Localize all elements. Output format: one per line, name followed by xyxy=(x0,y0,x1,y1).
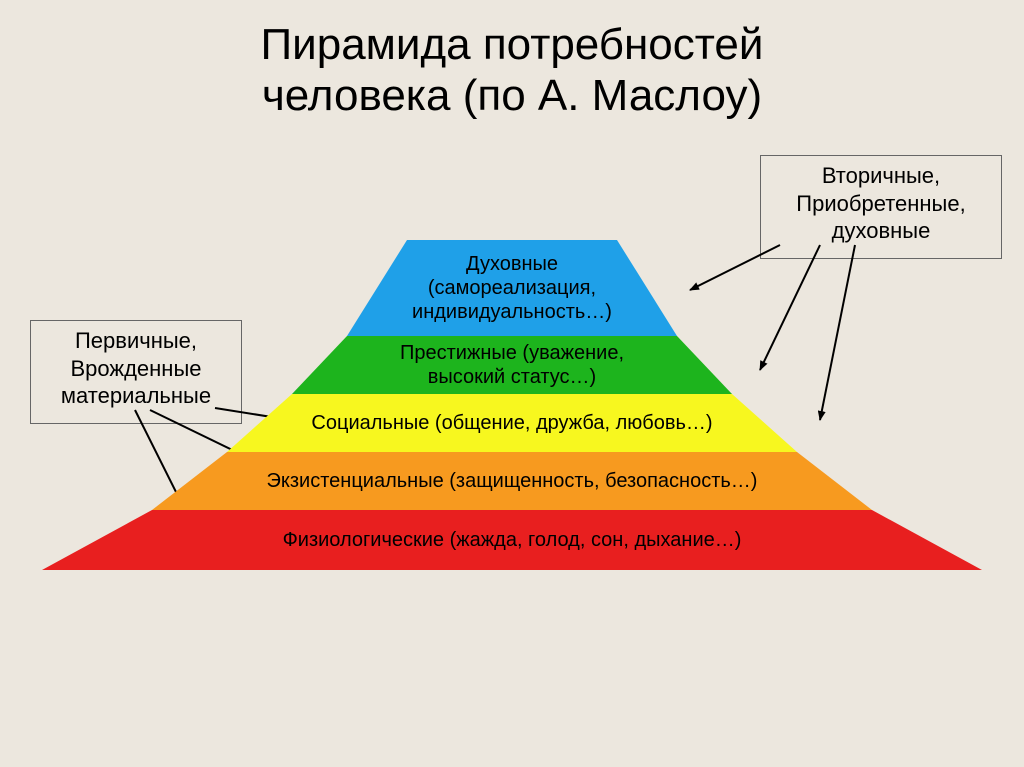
pyramid-level-label: Физиологические (жажда, голод, сон, дыха… xyxy=(42,510,982,570)
pyramid-level: Престижные (уважение,высокий статус…) xyxy=(292,336,732,394)
pyramid-level-label: Духовные(самореализация,индивидуальность… xyxy=(347,240,677,336)
pyramid-level: Социальные (общение, дружба, любовь…) xyxy=(227,394,797,452)
annotation-right: Вторичные,Приобретенные,духовные xyxy=(760,155,1002,259)
arrow xyxy=(760,245,820,370)
pyramid-level: Физиологические (жажда, голод, сон, дыха… xyxy=(42,510,982,570)
page-title: Пирамида потребностейчеловека (по А. Мас… xyxy=(0,20,1024,121)
annotation-left: Первичные,Врожденныематериальные xyxy=(30,320,242,424)
pyramid-level-label: Социальные (общение, дружба, любовь…) xyxy=(227,394,797,452)
annotation-right-text: Вторичные,Приобретенные,духовные xyxy=(796,163,965,243)
pyramid-level: Экзистенциальные (защищенность, безопасн… xyxy=(152,452,872,510)
pyramid-level: Духовные(самореализация,индивидуальность… xyxy=(347,240,677,336)
pyramid-level-label: Экзистенциальные (защищенность, безопасн… xyxy=(152,452,872,510)
annotation-left-text: Первичные,Врожденныематериальные xyxy=(61,328,211,408)
arrow xyxy=(820,245,855,420)
pyramid-level-label: Престижные (уважение,высокий статус…) xyxy=(292,336,732,394)
